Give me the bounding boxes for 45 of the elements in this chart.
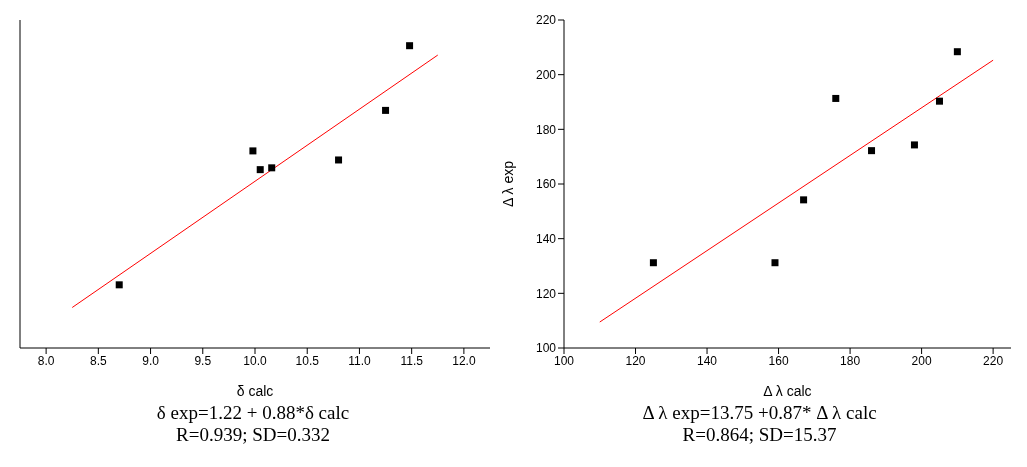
x-tick-label: 8.5 [89, 353, 107, 368]
x-tick-label: 12.0 [452, 353, 476, 368]
x-tick-label: 10.0 [243, 353, 267, 368]
point [910, 141, 918, 149]
point [800, 196, 808, 204]
x-axis-title: δ calc [236, 383, 274, 399]
y-axis-title: Δ λ exp [499, 160, 516, 207]
x-tick-label: 160 [768, 353, 789, 368]
x-tick-label: 180 [840, 353, 861, 368]
point [406, 42, 414, 50]
point [335, 156, 343, 164]
point [832, 94, 840, 102]
point [868, 147, 876, 155]
y-tick-label: 100 [535, 341, 557, 356]
point [268, 164, 276, 172]
y-tick-label: 160 [535, 177, 557, 192]
point [649, 259, 657, 267]
y-tick-label: 200 [535, 67, 557, 82]
x-tick-label: 11.5 [400, 353, 424, 368]
x-tick-label: 140 [697, 353, 718, 368]
x-axis-title: Δ λ calc [763, 383, 812, 399]
y-tick-label: 120 [535, 286, 557, 301]
x-tick-label: 11.0 [348, 353, 371, 368]
x-tick-label: 220 [983, 353, 1004, 368]
text: R=0.939; SD=0.332 [175, 424, 331, 446]
point [249, 147, 257, 155]
point [256, 166, 264, 174]
y-tick-label: 180 [535, 122, 557, 137]
point [115, 281, 123, 289]
x-tick-label: 8.0 [37, 353, 55, 368]
point [771, 259, 779, 267]
y-tick-label: 140 [535, 231, 557, 246]
text: δ exp=1.22 + 0.88*δ calc [155, 402, 351, 424]
point [935, 97, 943, 105]
x-tick-label: 9.0 [142, 353, 160, 368]
x-tick-label: 120 [625, 353, 646, 368]
x-tick-label: 10.5 [295, 353, 320, 368]
x-tick-label: 9.5 [194, 353, 212, 368]
point [382, 106, 390, 114]
y-tick-label: 220 [535, 13, 557, 28]
x-tick-label: 200 [911, 353, 932, 368]
text: Δ λ exp=13.75 +0.87* Δ λ calc [641, 402, 878, 424]
text: R=0.864; SD=15.37 [681, 424, 838, 446]
point [953, 48, 961, 56]
x-tick-label: 100 [553, 353, 575, 368]
